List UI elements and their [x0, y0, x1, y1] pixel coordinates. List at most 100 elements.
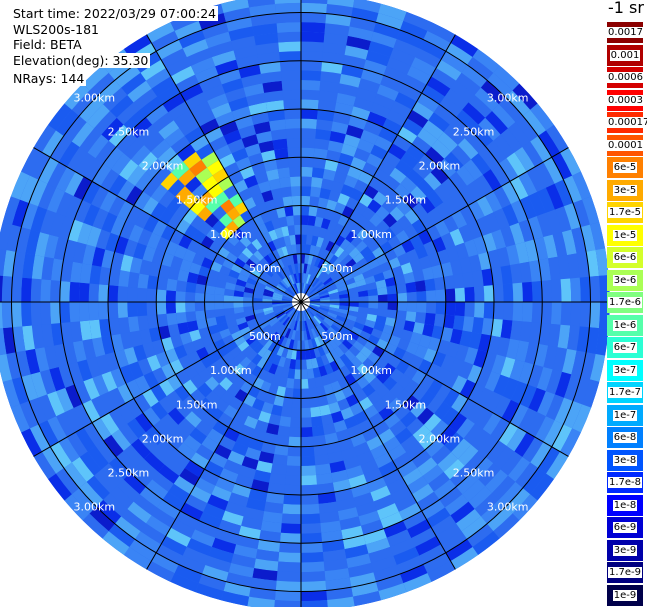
beta-cell: [350, 106, 371, 121]
beta-cell: [382, 376, 398, 391]
beta-cell: [595, 248, 609, 276]
beta-cell: [349, 296, 359, 302]
beta-cell: [151, 507, 176, 528]
beta-cell: [309, 305, 320, 311]
beta-cell: [99, 318, 111, 338]
beta-cell: [280, 256, 288, 268]
beta-cell: [272, 305, 283, 310]
beta-cell: [79, 282, 90, 302]
beta-cell: [367, 288, 378, 297]
beta-cell: [142, 245, 156, 263]
beta-cell: [190, 57, 216, 75]
beta-cell: [434, 219, 450, 237]
beta-cell: [242, 263, 254, 274]
beta-cell: [182, 546, 209, 565]
beta-cell: [509, 403, 529, 428]
beta-cell: [528, 191, 546, 217]
colorbar-tick: 1e-9: [607, 584, 643, 606]
beta-cell: [146, 302, 157, 316]
beta-cell: [373, 168, 390, 184]
beta-cell: [190, 373, 205, 389]
beta-cell: [83, 204, 100, 227]
beta-cell: [313, 246, 321, 257]
beta-cell: [207, 324, 220, 336]
beta-cell: [210, 261, 223, 273]
beta-cell: [411, 483, 434, 503]
beta-cell: [241, 516, 263, 531]
beta-cell: [152, 367, 168, 385]
beta-cell: [146, 561, 175, 582]
beta-cell: [145, 104, 169, 125]
beta-cell: [156, 289, 167, 302]
beta-cell: [267, 208, 279, 221]
beta-cell: [445, 539, 473, 562]
beta-cell: [228, 419, 244, 434]
beta-cell: [127, 418, 146, 439]
beta-cell: [304, 310, 310, 321]
beta-cell: [276, 22, 301, 33]
beta-cell: [259, 321, 270, 330]
beta-cell: [382, 324, 395, 336]
beta-cell: [545, 394, 564, 421]
beta-cell: [331, 469, 349, 483]
beta-cell: [321, 249, 330, 261]
beta-cell: [358, 396, 373, 411]
beta-cell: [266, 282, 276, 290]
beta-cell: [101, 335, 115, 355]
beta-cell: [441, 177, 460, 197]
beta-cell: [233, 544, 258, 559]
beta-cell: [272, 302, 282, 305]
beta-cell: [191, 404, 208, 421]
beta-cell: [276, 324, 285, 334]
beta-cell: [501, 181, 520, 205]
beta-cell: [324, 23, 350, 36]
beta-cell: [522, 281, 533, 302]
beta-cell: [176, 280, 187, 292]
range-ring-label: 500m: [321, 330, 353, 343]
beta-cell: [63, 115, 87, 142]
beta-cell: [265, 100, 285, 112]
beta-cell: [196, 274, 208, 286]
beta-cell: [457, 444, 479, 466]
beta-cell: [182, 39, 209, 58]
beta-cell: [375, 315, 387, 325]
beta-cell: [348, 247, 361, 259]
beta-cell: [400, 176, 418, 193]
beta-cell: [320, 296, 330, 301]
beta-cell: [218, 68, 242, 85]
beta-cell: [231, 35, 256, 51]
beta-cell: [158, 190, 176, 208]
beta-cell: [339, 238, 351, 251]
beta-cell: [146, 232, 162, 250]
beta-cell: [270, 463, 287, 476]
beta-cell: [365, 537, 391, 554]
beta-cell: [301, 89, 320, 101]
colorbar-tick: 6e-7: [607, 337, 643, 358]
range-ring-label: 2.00km: [142, 160, 184, 173]
beta-cell: [376, 338, 389, 351]
beta-cell: [175, 185, 192, 203]
beta-cell: [251, 111, 270, 125]
beta-cell: [373, 93, 395, 110]
hub-spoke: [296, 293, 302, 303]
beta-cell: [406, 442, 426, 461]
beta-cell: [103, 493, 128, 517]
beta-cell: [253, 469, 271, 483]
beta-cell: [319, 306, 329, 312]
beta-cell: [431, 264, 444, 279]
beta-cell: [215, 111, 235, 128]
colorbar-tick-label: 6e-9: [612, 522, 638, 533]
beta-cell: [264, 311, 275, 319]
beta-cell: [418, 359, 433, 375]
beta-cell: [417, 407, 435, 425]
beta-cell: [550, 279, 562, 302]
beta-cell: [176, 312, 187, 324]
beta-cell: [301, 436, 314, 447]
beta-cell: [83, 158, 104, 182]
beta-cell: [271, 187, 283, 200]
beta-cell: [189, 159, 207, 177]
beta-cell: [491, 318, 503, 338]
beta-cell: [134, 375, 151, 394]
beta-cell: [367, 390, 382, 405]
beta-cell: [246, 242, 258, 255]
